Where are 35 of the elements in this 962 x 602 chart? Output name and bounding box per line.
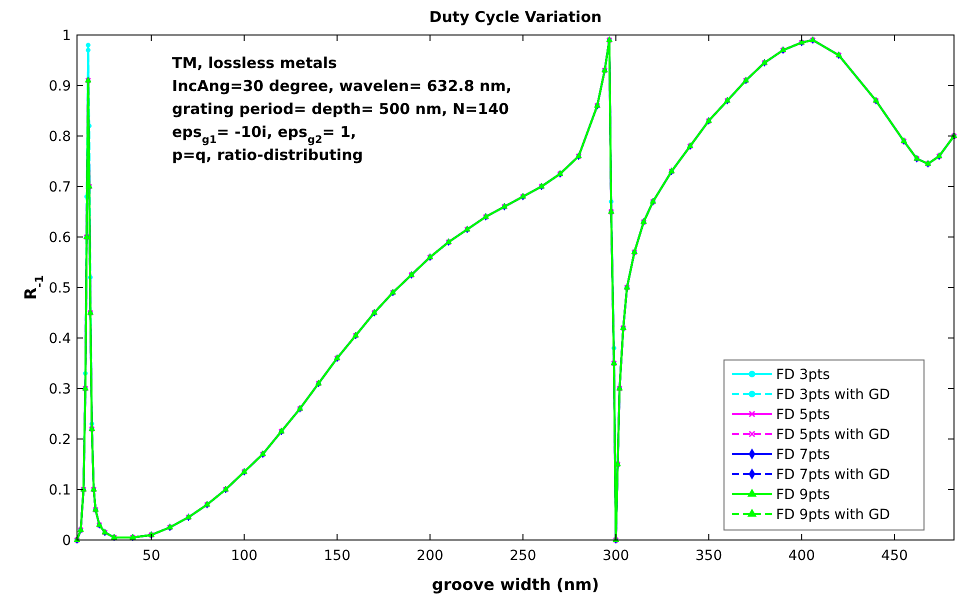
y-tick-label: 0.3: [48, 381, 71, 398]
x-tick-label: 50: [142, 548, 160, 564]
x-tick-label: 350: [695, 548, 722, 564]
legend-label: FD 3pts: [776, 366, 830, 383]
y-tick-label: 0.8: [48, 128, 71, 145]
legend-label: FD 3pts with GD: [776, 386, 890, 403]
x-tick-label: 300: [602, 548, 630, 564]
y-tick-label: 0.9: [48, 78, 71, 94]
y-tick-label: 0: [62, 532, 71, 549]
annotation: eps$_{g1}$= -10i, eps$_{g2}$= 1,: [172, 123, 356, 146]
x-tick-label: 100: [230, 548, 258, 564]
x-tick-label: 450: [881, 548, 908, 564]
legend-label: FD 7pts with GD: [776, 466, 890, 483]
x-tick-label: 200: [416, 548, 444, 564]
y-tick-label: 0.4: [48, 330, 72, 347]
legend-label: FD 9pts with GD: [776, 506, 890, 523]
x-axis-title: groove width (nm): [432, 575, 600, 594]
annotation: IncAng=30 degree, wavelen= 632.8 nm,: [172, 77, 512, 95]
legend-label: FD 5pts: [776, 406, 830, 423]
x-tick-label: 400: [788, 548, 816, 564]
annotation: grating period= depth= 500 nm, N=140: [172, 100, 509, 118]
legend-label: FD 5pts with GD: [776, 426, 890, 443]
y-tick-label: 0.5: [48, 280, 71, 296]
legend-label: FD 9pts: [776, 486, 830, 503]
y-tick-label: 0.7: [48, 179, 71, 196]
y-tick-label: 0.6: [48, 230, 72, 246]
y-tick-label: 0.2: [48, 432, 71, 448]
x-tick-label: 250: [510, 548, 536, 564]
legend-label: FD 7pts: [776, 446, 830, 463]
annotation: p=q, ratio-distributing: [172, 146, 363, 164]
annotation: TM, lossless metals: [172, 54, 338, 72]
x-tick-label: 150: [324, 548, 350, 564]
chart-title: Duty Cycle Variation: [429, 8, 602, 26]
y-tick-label: 0.1: [48, 482, 71, 498]
y-tick-label: 1: [62, 28, 71, 44]
